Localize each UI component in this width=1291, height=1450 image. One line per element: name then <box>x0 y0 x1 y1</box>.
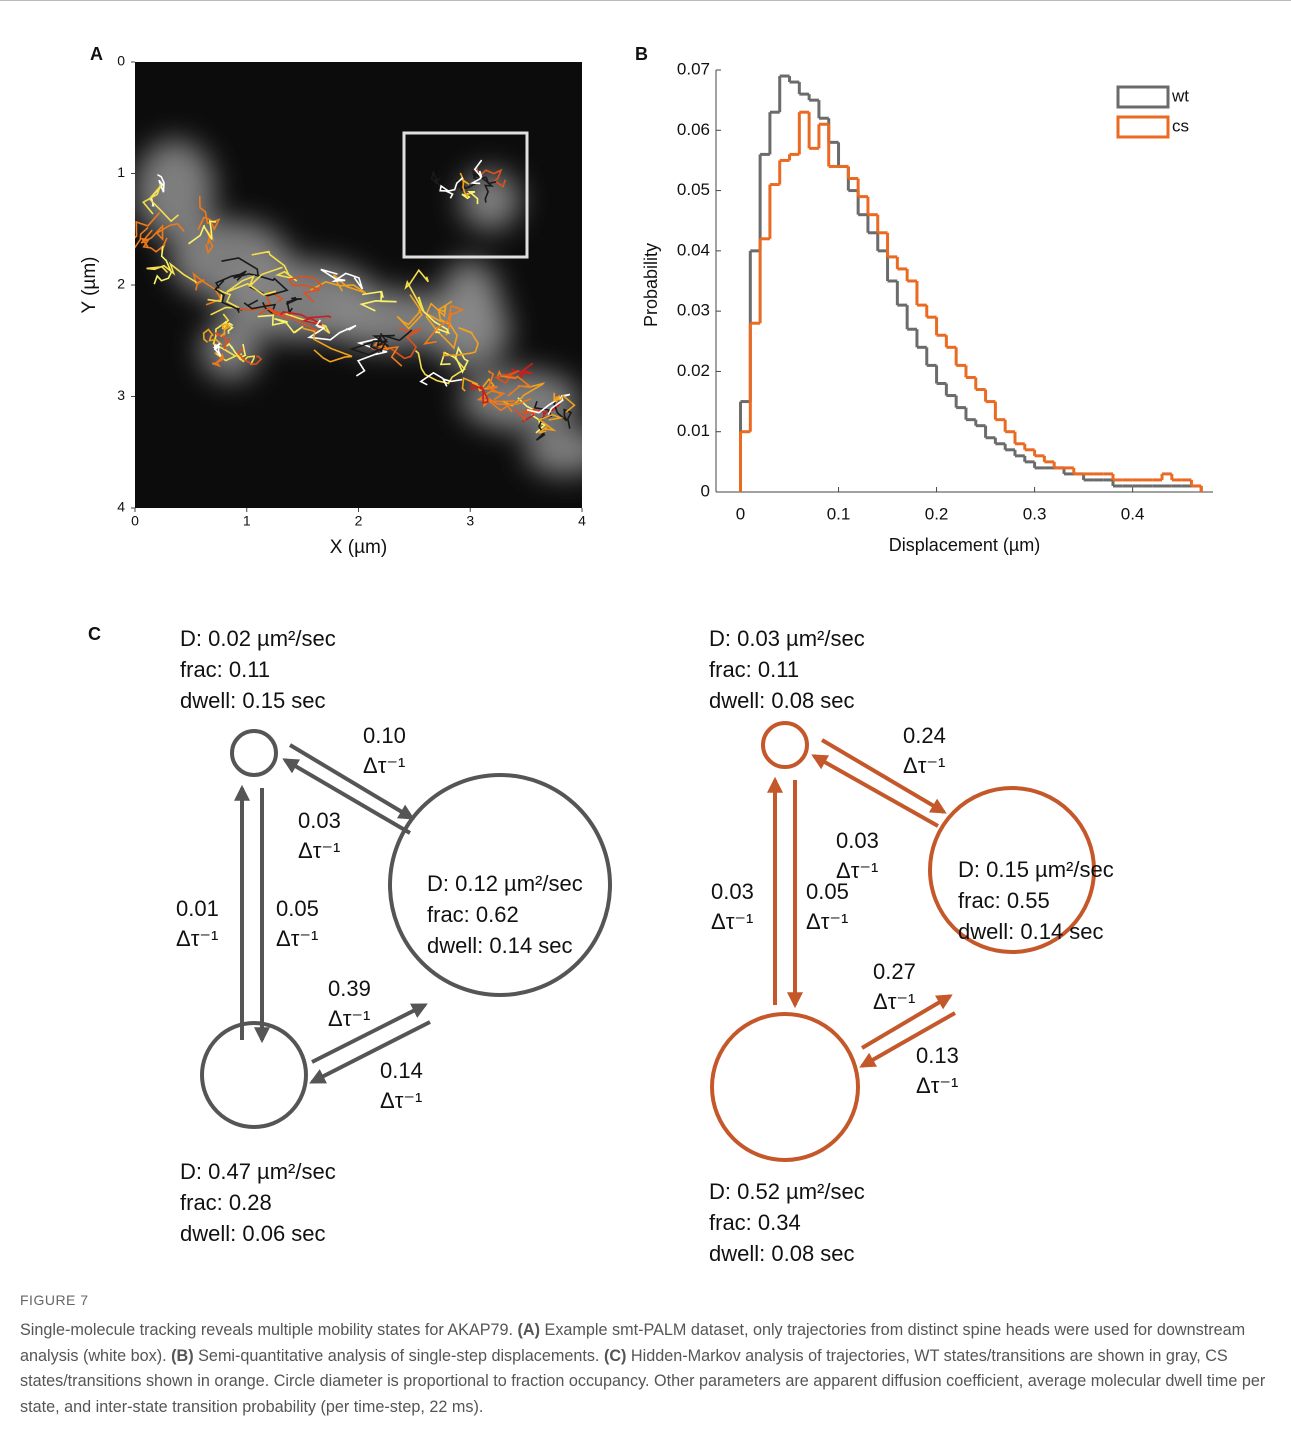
y-tick-label: 4 <box>117 499 125 515</box>
rate-unit: Δτ⁻¹ <box>916 1073 958 1098</box>
rate-unit: Δτ⁻¹ <box>328 1006 370 1031</box>
legend-label: cs <box>1172 116 1189 135</box>
state-label: dwell: 0.08 sec <box>709 1241 855 1266</box>
x-tick-label: 3 <box>466 513 474 529</box>
rate-unit: Δτ⁻¹ <box>276 926 318 951</box>
state-label: dwell: 0.06 sec <box>180 1221 326 1246</box>
state-label: D: 0.03 µm²/sec <box>709 626 865 651</box>
y-axis-label: Probability <box>641 243 661 327</box>
transition-rate: 0.14 <box>380 1058 423 1083</box>
transition-rate: 0.05 <box>806 879 849 904</box>
panel-letter: C <box>88 624 101 644</box>
state-label: frac: 0.34 <box>709 1210 801 1235</box>
caption-panel-ref: (A) <box>518 1321 540 1339</box>
caption-label: FIGURE 7 <box>20 1292 89 1308</box>
x-tick-label: 0.3 <box>1023 504 1047 523</box>
caption-panel-ref: (C) <box>604 1347 626 1365</box>
panel-letter: A <box>90 44 103 64</box>
transition-rate: 0.13 <box>916 1043 959 1068</box>
rate-unit: Δτ⁻¹ <box>363 753 405 778</box>
x-tick-label: 1 <box>243 513 251 529</box>
x-tick-label: 0.1 <box>827 504 851 523</box>
y-tick-label: 0.04 <box>677 240 710 259</box>
state-label: dwell: 0.14 sec <box>958 919 1104 944</box>
transition-rate: 0.27 <box>873 959 916 984</box>
rate-unit: Δτ⁻¹ <box>176 926 218 951</box>
transition-rate: 0.01 <box>176 896 219 921</box>
legend-label: wt <box>1171 86 1189 105</box>
rate-unit: Δτ⁻¹ <box>806 909 848 934</box>
state-label: D: 0.12 µm²/sec <box>427 871 583 896</box>
x-tick-label: 4 <box>578 513 586 529</box>
rate-unit: Δτ⁻¹ <box>873 989 915 1014</box>
y-tick-label: 0.02 <box>677 361 710 380</box>
state-label: frac: 0.28 <box>180 1190 272 1215</box>
state-label: frac: 0.11 <box>709 657 799 682</box>
transition-rate: 0.10 <box>363 723 406 748</box>
state-label: dwell: 0.14 sec <box>427 933 573 958</box>
y-tick-label: 2 <box>117 276 125 292</box>
y-tick-label: 0 <box>701 481 710 500</box>
rate-unit: Δτ⁻¹ <box>380 1088 422 1113</box>
y-tick-label: 0.06 <box>677 120 710 139</box>
state-label: frac: 0.62 <box>427 902 519 927</box>
transition-rate: 0.24 <box>903 723 946 748</box>
state-node <box>712 1014 858 1160</box>
x-tick-label: 0.4 <box>1121 504 1145 523</box>
transition-rate: 0.03 <box>836 828 879 853</box>
x-tick-label: 0 <box>131 513 139 529</box>
transition-rate: 0.05 <box>276 896 319 921</box>
state-label: D: 0.02 µm²/sec <box>180 626 336 651</box>
legend-swatch <box>1118 117 1168 137</box>
y-tick-label: 0.07 <box>677 59 710 78</box>
state-node <box>763 723 807 767</box>
page: ABC0123401234X (µm)Y (µm)00.010.020.030.… <box>0 0 1291 1450</box>
transition-rate: 0.39 <box>328 976 371 1001</box>
x-tick-label: 0.2 <box>925 504 949 523</box>
y-axis-label: Y (µm) <box>79 256 100 313</box>
state-label: dwell: 0.08 sec <box>709 688 855 713</box>
micrograph <box>126 62 606 508</box>
caption-panel-ref: (B) <box>171 1347 193 1365</box>
caption-text: Single-molecule tracking reveals multipl… <box>20 1318 1270 1420</box>
transition-rate: 0.03 <box>298 808 341 833</box>
caption-segment: Semi-quantitative analysis of single-ste… <box>194 1347 604 1365</box>
state-label: D: 0.47 µm²/sec <box>180 1159 336 1184</box>
state-label: D: 0.52 µm²/sec <box>709 1179 865 1204</box>
rate-unit: Δτ⁻¹ <box>298 838 340 863</box>
state-label: frac: 0.55 <box>958 888 1050 913</box>
legend-swatch <box>1118 87 1168 107</box>
rate-unit: Δτ⁻¹ <box>903 753 945 778</box>
y-tick-label: 1 <box>117 164 125 180</box>
y-tick-label: 3 <box>117 387 125 403</box>
state-label: frac: 0.11 <box>180 657 270 682</box>
caption-segment: Single-molecule tracking reveals multipl… <box>20 1321 518 1339</box>
x-tick-label: 2 <box>355 513 363 529</box>
state-node <box>202 1023 306 1127</box>
state-label: D: 0.15 µm²/sec <box>958 857 1114 882</box>
transition-rate: 0.03 <box>711 879 754 904</box>
x-axis-label: X (µm) <box>330 537 387 558</box>
x-tick-label: 0 <box>736 504 745 523</box>
y-tick-label: 0.05 <box>677 180 710 199</box>
y-tick-label: 0.03 <box>677 301 710 320</box>
panel-letter: B <box>635 44 648 64</box>
rate-unit: Δτ⁻¹ <box>711 909 753 934</box>
y-tick-label: 0.01 <box>677 421 710 440</box>
y-tick-label: 0 <box>117 53 125 69</box>
x-axis-label: Displacement (µm) <box>889 535 1040 555</box>
state-label: dwell: 0.15 sec <box>180 688 326 713</box>
fluorescence-blob <box>460 170 520 230</box>
state-node <box>232 731 276 775</box>
figure: ABC0123401234X (µm)Y (µm)00.010.020.030.… <box>0 0 1291 1290</box>
